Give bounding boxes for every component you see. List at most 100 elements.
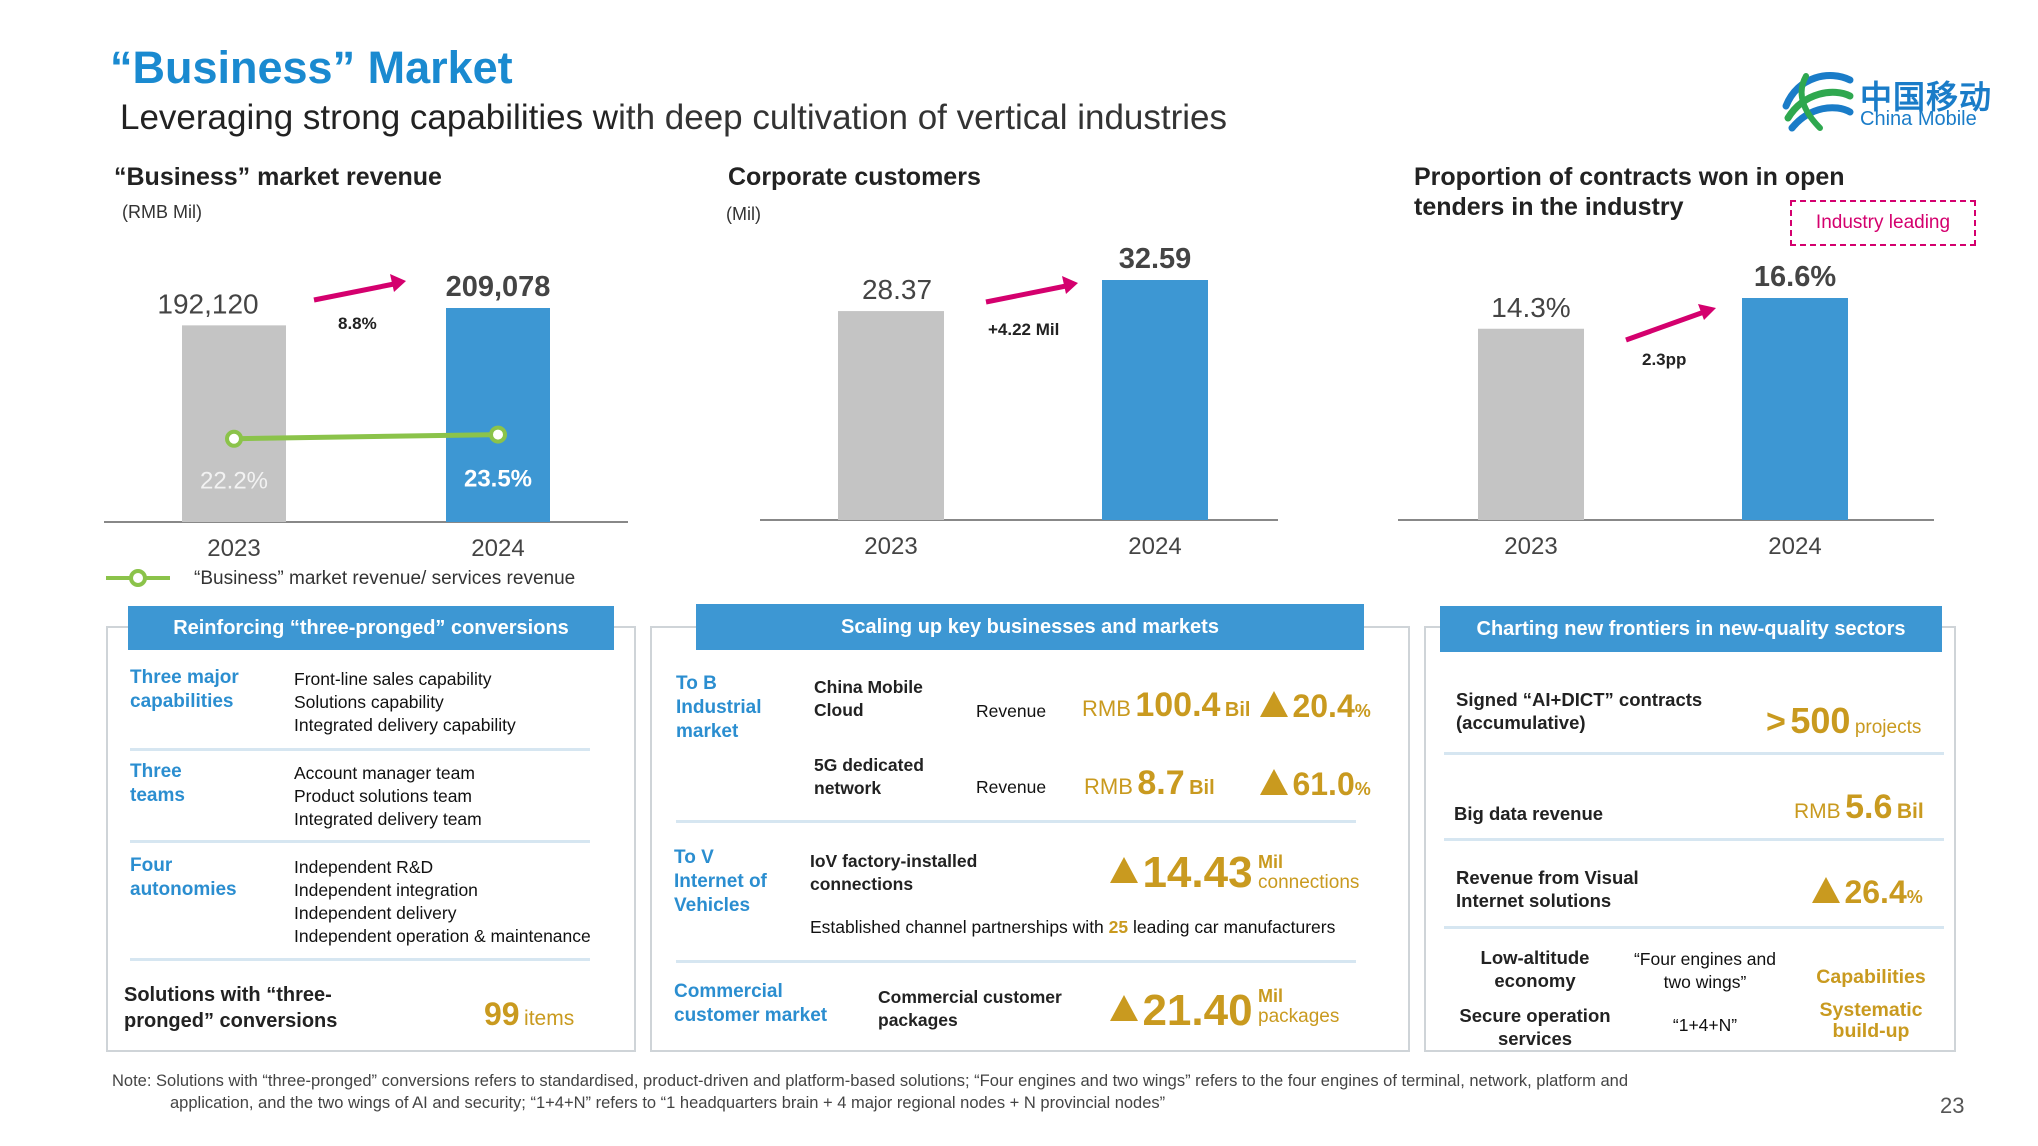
team-line: Account manager team bbox=[294, 763, 475, 783]
low-altitude-label: Low-altitude economy bbox=[1480, 947, 1590, 991]
separator bbox=[1444, 752, 1944, 755]
revenue-chart-legend: “Business” market revenue/ services reve… bbox=[194, 568, 576, 589]
autonomy-line: Independent delivery bbox=[294, 903, 457, 923]
bar-2023 bbox=[1478, 328, 1584, 520]
x-tick-label: 2024 bbox=[471, 535, 524, 562]
footnote: Note: Solutions with “three-pronged” con… bbox=[112, 1070, 1932, 1114]
dedicated-network-name: 5G dedicated network bbox=[814, 755, 924, 798]
signed-prefix: > bbox=[1766, 703, 1786, 741]
page-title: “Business” Market bbox=[110, 42, 513, 93]
dedicated-revenue: RMB 8.7 Bil bbox=[1084, 764, 1215, 803]
cloud-metric: Revenue bbox=[976, 701, 1047, 721]
big-data-value-group: RMB 5.6 Bil bbox=[1794, 788, 1924, 827]
revenue-growth-label: 8.8% bbox=[338, 314, 377, 333]
cloud-growth-value: 20.4 bbox=[1292, 688, 1355, 724]
solutions-value-group: 99 items bbox=[484, 996, 574, 1033]
ratio-label: 22.2% bbox=[200, 468, 268, 495]
bar-2024 bbox=[1102, 280, 1208, 520]
solutions-unit: items bbox=[524, 1007, 575, 1030]
iov-name: IoV factory-installed connections bbox=[810, 851, 978, 894]
commercial-name: Commercial customer packages bbox=[878, 987, 1062, 1030]
bar-2024 bbox=[446, 308, 550, 522]
x-tick-label: 2023 bbox=[1504, 533, 1557, 560]
solutions-value: 99 bbox=[484, 996, 520, 1032]
commercial-unit2: packages bbox=[1258, 1006, 1340, 1027]
autonomy-line: Independent integration bbox=[294, 880, 478, 900]
footnote-line1: Note: Solutions with “three-pronged” con… bbox=[112, 1072, 1629, 1090]
panel-new-frontiers-header: Charting new frontiers in new-quality se… bbox=[1440, 606, 1942, 652]
capability-line: Integrated delivery capability bbox=[294, 715, 516, 735]
cloud-revenue: RMB 100.4 Bil bbox=[1082, 686, 1250, 725]
separator bbox=[676, 820, 1356, 823]
systematic-label: Systematic build-up bbox=[1819, 999, 1923, 1042]
contracts-growth-label: 2.3pp bbox=[1642, 350, 1687, 369]
dedicated-prefix: RMB bbox=[1084, 774, 1133, 799]
dedicated-unit: Bil bbox=[1189, 777, 1215, 799]
up-triangle-icon bbox=[1110, 995, 1138, 1021]
four-autonomies-label: Four autonomies bbox=[130, 855, 237, 900]
tov-label: To V Internet of Vehicles bbox=[674, 847, 767, 916]
subtitle-bold: Leveraging strong capabilities w bbox=[120, 98, 619, 137]
visual-internet-label: Revenue from Visual Internet solutions bbox=[1456, 867, 1639, 911]
solutions-label: Solutions with “three-pronged” conversio… bbox=[124, 984, 338, 1032]
separator bbox=[130, 958, 590, 961]
iov-unit1: Mil bbox=[1258, 852, 1283, 872]
dedicated-value: 8.7 bbox=[1137, 764, 1185, 802]
bar-2024 bbox=[1742, 298, 1848, 520]
signed-contracts-value-group: > 500 projects bbox=[1766, 700, 1921, 742]
secure-operation-label: Secure operation services bbox=[1459, 1005, 1611, 1049]
pct-sign: % bbox=[1906, 887, 1923, 907]
dedicated-growth: 61.0% bbox=[1260, 766, 1371, 803]
visual-internet-growth: 26.4% bbox=[1812, 874, 1923, 911]
signed-value: 500 bbox=[1790, 700, 1851, 741]
customers-chart-title: Corporate customers bbox=[728, 163, 981, 191]
cloud-growth: 20.4% bbox=[1260, 688, 1371, 725]
cloud-unit: Bil bbox=[1224, 699, 1251, 721]
visual-growth-value: 26.4 bbox=[1844, 874, 1907, 910]
x-tick-label: 2023 bbox=[207, 535, 260, 562]
team-line: Product solutions team bbox=[294, 786, 473, 806]
signed-contracts-label: Signed “AI+DICT” contracts (accumulative… bbox=[1456, 689, 1703, 733]
growth-arrow-icon bbox=[1625, 304, 1716, 343]
bar-value-label: 16.6% bbox=[1754, 261, 1836, 293]
industry-leading-tag: Industry leading bbox=[1790, 200, 1976, 246]
growth-arrow-icon bbox=[985, 276, 1078, 305]
cloud-value: 100.4 bbox=[1135, 686, 1221, 724]
separator bbox=[130, 748, 590, 751]
revenue-chart-title: “Business” market revenue bbox=[114, 163, 442, 191]
big-data-label: Big data revenue bbox=[1454, 803, 1604, 824]
ratio-point bbox=[489, 425, 507, 444]
growth-arrow-icon bbox=[313, 274, 406, 303]
three-major-capabilities-label: Three major capabilities bbox=[130, 667, 239, 712]
iov-unit2: connections bbox=[1258, 872, 1360, 893]
china-mobile-logo-icon bbox=[1782, 72, 1854, 132]
contracts-chart: 14.3% 2023 16.6% 2024 bbox=[1398, 261, 1934, 560]
bar-value-label: 32.59 bbox=[1119, 243, 1192, 275]
page-number: 23 bbox=[1940, 1093, 1965, 1118]
bar-value-label: 209,078 bbox=[446, 271, 551, 303]
big-data-unit: Bil bbox=[1896, 800, 1924, 823]
three-teams-label: Three teams bbox=[130, 761, 185, 806]
one-four-n-label: “1+4+N” bbox=[1672, 1015, 1738, 1035]
separator bbox=[676, 960, 1356, 963]
partner-num: 25 bbox=[1108, 917, 1129, 937]
pct-sign: % bbox=[1354, 701, 1371, 721]
partner-line: Established channel partnerships with 25… bbox=[810, 916, 1335, 939]
four-engines-label: “Four engines and two wings” bbox=[1633, 949, 1777, 992]
commercial-unit1: Mil bbox=[1258, 986, 1283, 1006]
ratio-label: 23.5% bbox=[464, 466, 532, 493]
contracts-chart-title-line2: tenders in the industry bbox=[1414, 193, 1684, 221]
bar-2023 bbox=[182, 325, 286, 522]
up-triangle-icon bbox=[1260, 691, 1288, 717]
commercial-value: 21.40 bbox=[1142, 986, 1253, 1035]
customers-chart-unit: (Mil) bbox=[726, 204, 761, 224]
capabilities-label: Capabilities bbox=[1816, 966, 1926, 988]
up-triangle-icon bbox=[1812, 877, 1840, 903]
logo-chinese-text: 中国移动 bbox=[1860, 79, 1993, 115]
x-tick-label: 2024 bbox=[1768, 533, 1821, 560]
pct-sign: % bbox=[1354, 779, 1371, 799]
big-data-value: 5.6 bbox=[1845, 788, 1893, 826]
contracts-chart-title-line1: Proportion of contracts won in open bbox=[1414, 163, 1845, 191]
capability-line: Front-line sales capability bbox=[294, 669, 492, 689]
cloud-prefix: RMB bbox=[1082, 696, 1131, 721]
